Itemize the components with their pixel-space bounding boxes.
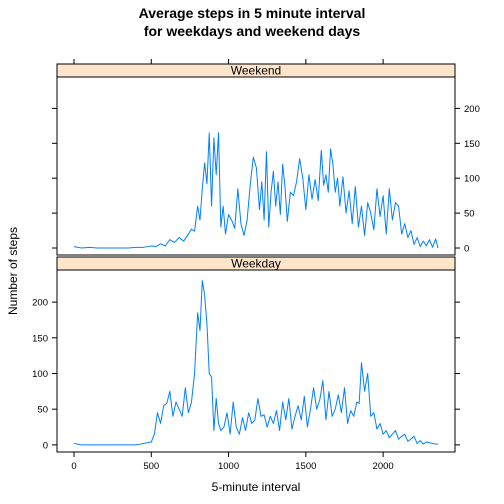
- y-tick-label-weekend-150: 150: [464, 139, 480, 150]
- chart-title-line-1: Average steps in 5 minute interval: [139, 5, 366, 21]
- x-axis-title: 5-minute interval: [212, 480, 301, 494]
- y-tick-label-weekend-0: 0: [464, 244, 469, 255]
- y-tick-label-weekend-100: 100: [464, 174, 480, 185]
- y-tick-label-weekend-200: 200: [464, 104, 480, 115]
- x-tick-label-1500: 1500: [295, 461, 316, 472]
- series-line-weekend: [73, 132, 439, 249]
- x-tick-label-2000: 2000: [373, 461, 394, 472]
- y-tick-label-weekday-50: 50: [37, 405, 48, 416]
- y-tick-label-weekday-100: 100: [32, 369, 48, 380]
- y-axis-right: 0 50 100 150 200: [52, 104, 480, 255]
- strip-label-weekday: Weekday: [231, 257, 281, 271]
- x-axis: 0 500 1000 1500 2000: [71, 59, 394, 472]
- x-tick-label-0: 0: [71, 461, 76, 472]
- y-tick-label-weekday-0: 0: [43, 440, 48, 451]
- panel-weekend: Weekend: [56, 63, 456, 256]
- x-tick-label-1000: 1000: [218, 461, 239, 472]
- strip-label-weekend: Weekend: [231, 64, 281, 78]
- y-tick-label-weekday-200: 200: [32, 298, 48, 309]
- y-tick-label-weekend-50: 50: [464, 209, 475, 220]
- panel-frame-weekend: [56, 63, 456, 256]
- series-line-weekday: [73, 280, 438, 446]
- y-axis-title: Number of steps: [6, 227, 20, 315]
- chart-title-line-2: for weekdays and weekend days: [144, 23, 361, 39]
- panel-frame-weekday: [56, 256, 456, 453]
- panels: Weekend Weekday: [56, 63, 456, 453]
- y-tick-label-weekday-150: 150: [32, 333, 48, 344]
- x-tick-label-500: 500: [143, 461, 159, 472]
- y-axis-left: 0 50 100 150 200: [32, 298, 460, 451]
- panel-weekday: Weekday: [56, 256, 456, 453]
